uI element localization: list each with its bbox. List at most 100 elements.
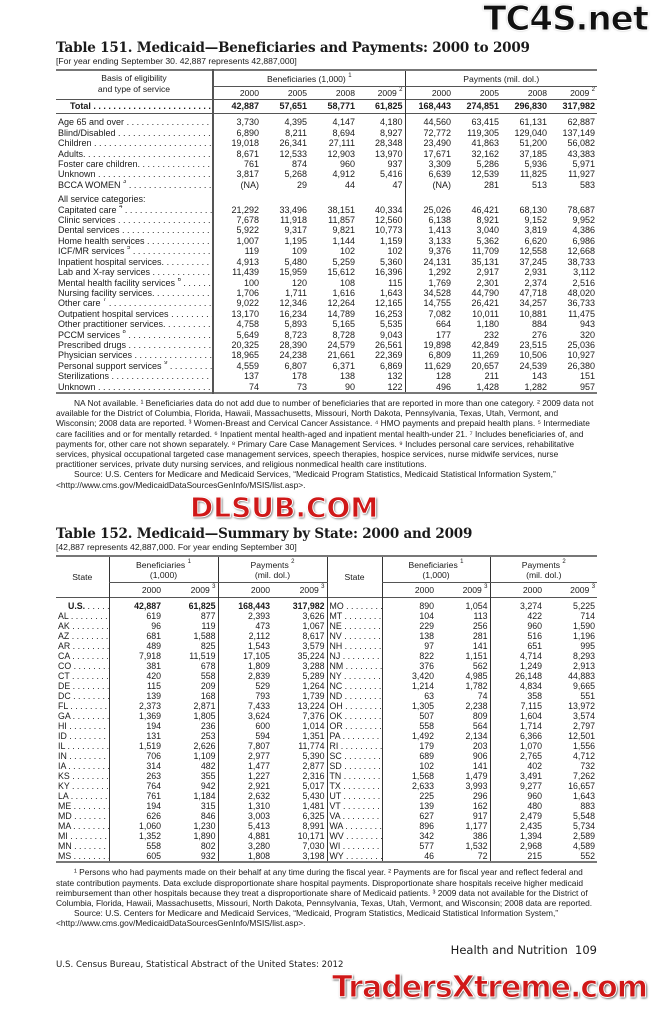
- leader-dots: [342, 641, 382, 651]
- row-label: Home health services: [56, 236, 213, 246]
- cell-value: 2,765: [489, 751, 545, 762]
- cell-value: 28,390: [279, 339, 307, 350]
- cell-value: 119,305: [467, 127, 499, 138]
- cell-value: 1,282: [524, 381, 547, 392]
- leader-dots: [341, 791, 382, 801]
- cell-value: 2,797: [573, 721, 596, 732]
- cell-value: 6,890: [212, 127, 261, 139]
- cell-value: 594: [217, 731, 272, 742]
- cell-value: 2,435: [489, 821, 545, 832]
- state-abbrev: MI: [58, 831, 68, 842]
- cell-value: 253: [200, 731, 216, 742]
- state-abbrev: IN: [58, 751, 67, 762]
- cell-value: 381: [108, 661, 163, 672]
- cell-value: 1,808: [217, 851, 272, 863]
- cell-value: 97: [381, 641, 437, 652]
- cell-value: 5,017: [302, 781, 325, 792]
- cell-value: 3,993: [465, 781, 488, 792]
- page-footer-section: Health and Nutrition 109: [56, 943, 597, 957]
- table152: State Beneficiaries 1 (1,000) Payments 2 (mi…: [56, 555, 598, 864]
- cell-value: 4,881: [217, 831, 272, 842]
- cell-value: 1,054: [465, 601, 488, 612]
- leader-dots: [106, 298, 213, 308]
- cell-value: 141: [472, 641, 488, 652]
- cell-value: 5,413: [217, 821, 272, 832]
- row-label-text: Personal support services: [58, 360, 162, 371]
- leader-dots: [342, 681, 382, 691]
- cell-value: 9,043: [379, 329, 403, 340]
- cell-value: 42,849: [471, 339, 499, 350]
- cell-value: 138: [381, 631, 437, 642]
- cell-value: 3,274: [489, 597, 545, 612]
- cell-value: 664: [404, 319, 453, 330]
- cell-value: 2,921: [217, 781, 272, 792]
- cell-value: 2,589: [573, 831, 596, 842]
- leader-dots: [343, 721, 382, 731]
- table-row: Nursing facility services. 1,706 1,711 1,61…: [56, 287, 597, 299]
- cell-value: 1,568: [381, 771, 437, 782]
- cell-value: 825: [200, 641, 216, 652]
- cell-value: 232: [483, 329, 499, 340]
- cell-value: 1,151: [465, 651, 488, 662]
- beneficiaries-group-label: Beneficiaries (1,000): [266, 74, 346, 84]
- cell-value: 141: [472, 761, 488, 772]
- leader-dots: [343, 701, 382, 711]
- leader-dots: [70, 671, 109, 681]
- cell-value: 1,805: [193, 711, 216, 722]
- cell-value: 577: [381, 841, 437, 852]
- cell-value: 296: [472, 791, 488, 802]
- cell-value: 932: [200, 851, 216, 862]
- cell-value: 489: [108, 641, 163, 652]
- stub-header-line2: and type of service: [97, 83, 171, 94]
- empty-cell: [212, 190, 261, 205]
- cell-value: 1,477: [217, 761, 272, 772]
- cell-value: 26,148: [489, 671, 545, 682]
- cell-value: 23,515: [519, 339, 547, 350]
- cell-value: 12,346: [279, 298, 307, 309]
- state-header: State: [72, 571, 93, 582]
- state-abbrev: OH: [329, 701, 343, 712]
- state-abbrev: SC: [329, 751, 342, 762]
- state-abbrev: AK: [58, 621, 70, 632]
- row-label: Unknown: [56, 382, 213, 393]
- cell-value: 46,421: [471, 204, 499, 215]
- cell-value: 2,931: [524, 267, 547, 278]
- cell-value: 296,830: [514, 101, 547, 111]
- cell-value: 8,617: [302, 631, 325, 642]
- year-row: 2000 2005 2008 2009 2 2000 2005 2008 2009 2: [56, 86, 597, 100]
- cell-value: 1,369: [108, 711, 163, 722]
- cell-value: 26,421: [471, 298, 499, 309]
- cell-value: 552: [580, 851, 596, 862]
- leader-dots: [109, 371, 213, 381]
- state-abbrev: CT: [58, 671, 70, 682]
- state-name: NC: [326, 681, 383, 692]
- row-label-text: ICF/MR services: [58, 246, 125, 257]
- cell-value: 1,214: [381, 681, 437, 692]
- state-abbrev: HI: [58, 721, 67, 732]
- row-label: Blind/Disabled: [56, 128, 213, 138]
- table151-title: Table 151. Medicaid—Beneficiaries and Pa…: [56, 40, 530, 56]
- leader-dots: [340, 811, 382, 821]
- cell-value: 6,371: [332, 360, 355, 371]
- footnote-marker: 6: [177, 277, 181, 283]
- cell-value: 74: [477, 691, 488, 702]
- cell-value: 143: [531, 371, 547, 382]
- cell-value: 229: [381, 621, 437, 632]
- state-name: IL: [56, 741, 109, 751]
- leader-dots: [96, 169, 213, 179]
- cell-value: 236: [200, 721, 216, 732]
- state-abbrev: CO: [58, 661, 72, 672]
- cell-value: 122: [387, 381, 403, 392]
- cell-value: 119: [201, 621, 216, 632]
- cell-value: 706: [108, 751, 163, 762]
- year-label: 2000: [141, 584, 161, 595]
- year-label: 2000: [522, 584, 543, 595]
- cell-value: 2,839: [217, 671, 272, 682]
- leader-dots: [340, 651, 382, 661]
- leader-dots: [91, 101, 213, 111]
